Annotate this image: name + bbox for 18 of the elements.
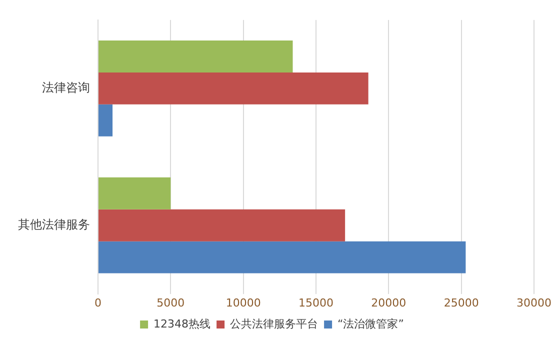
y-tick-label: 法律咨询 [42,80,90,95]
x-tick-label: 20000 [371,296,406,310]
bar [98,72,368,104]
legend-label: “法治微管家” [338,317,404,330]
legend-label: 公共法律服务平台 [230,317,318,330]
bar [98,177,171,210]
x-tick-label: 5000 [156,296,185,310]
x-tick-label: 10000 [226,296,261,310]
x-tick-label: 25000 [444,296,479,310]
bar [98,209,346,242]
bar [98,241,466,274]
bar [98,104,113,136]
legend-label: 12348热线 [154,317,211,330]
y-tick-label: 其他法律服务 [18,217,90,232]
x-tick-label: 30000 [516,296,552,310]
x-tick-label: 0 [94,296,102,310]
x-tick-label: 15000 [298,296,334,310]
bar [98,40,293,72]
